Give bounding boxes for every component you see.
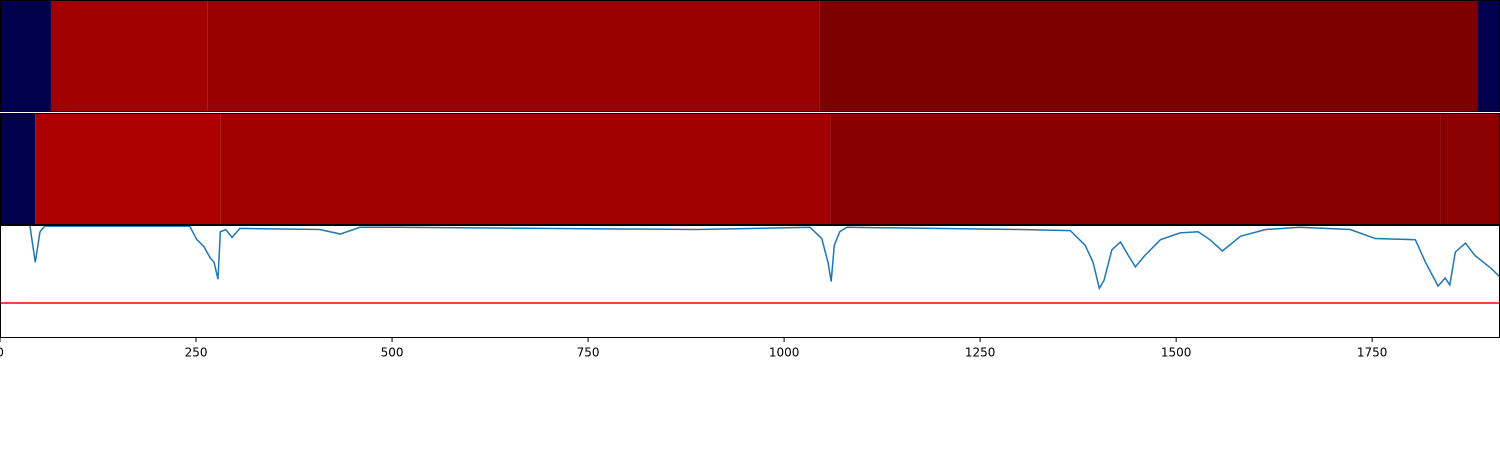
- segment: [819, 0, 1479, 112]
- x-tick-label: 1250: [965, 346, 996, 360]
- segment: [830, 113, 1441, 225]
- segment: [1440, 113, 1448, 225]
- segment: [1447, 113, 1500, 225]
- segment: [0, 0, 51, 112]
- x-tick-label: 250: [185, 346, 208, 360]
- segment: [220, 113, 831, 225]
- segment: [35, 113, 221, 225]
- segment: [0, 113, 36, 225]
- line: [29, 225, 1500, 291]
- x-tick-label: 1000: [769, 346, 800, 360]
- x-tick-label: 0: [0, 346, 4, 360]
- segment: [1478, 0, 1500, 112]
- x-tick-label: 750: [577, 346, 600, 360]
- x-tick-label: 500: [381, 346, 404, 360]
- x-tick-label: 1750: [1357, 346, 1388, 360]
- segment: [50, 0, 208, 112]
- x-tick-label: 1500: [1161, 346, 1192, 360]
- plot-area: [0, 225, 1500, 304]
- panel-frame: [0, 225, 1500, 338]
- segment: [207, 0, 820, 112]
